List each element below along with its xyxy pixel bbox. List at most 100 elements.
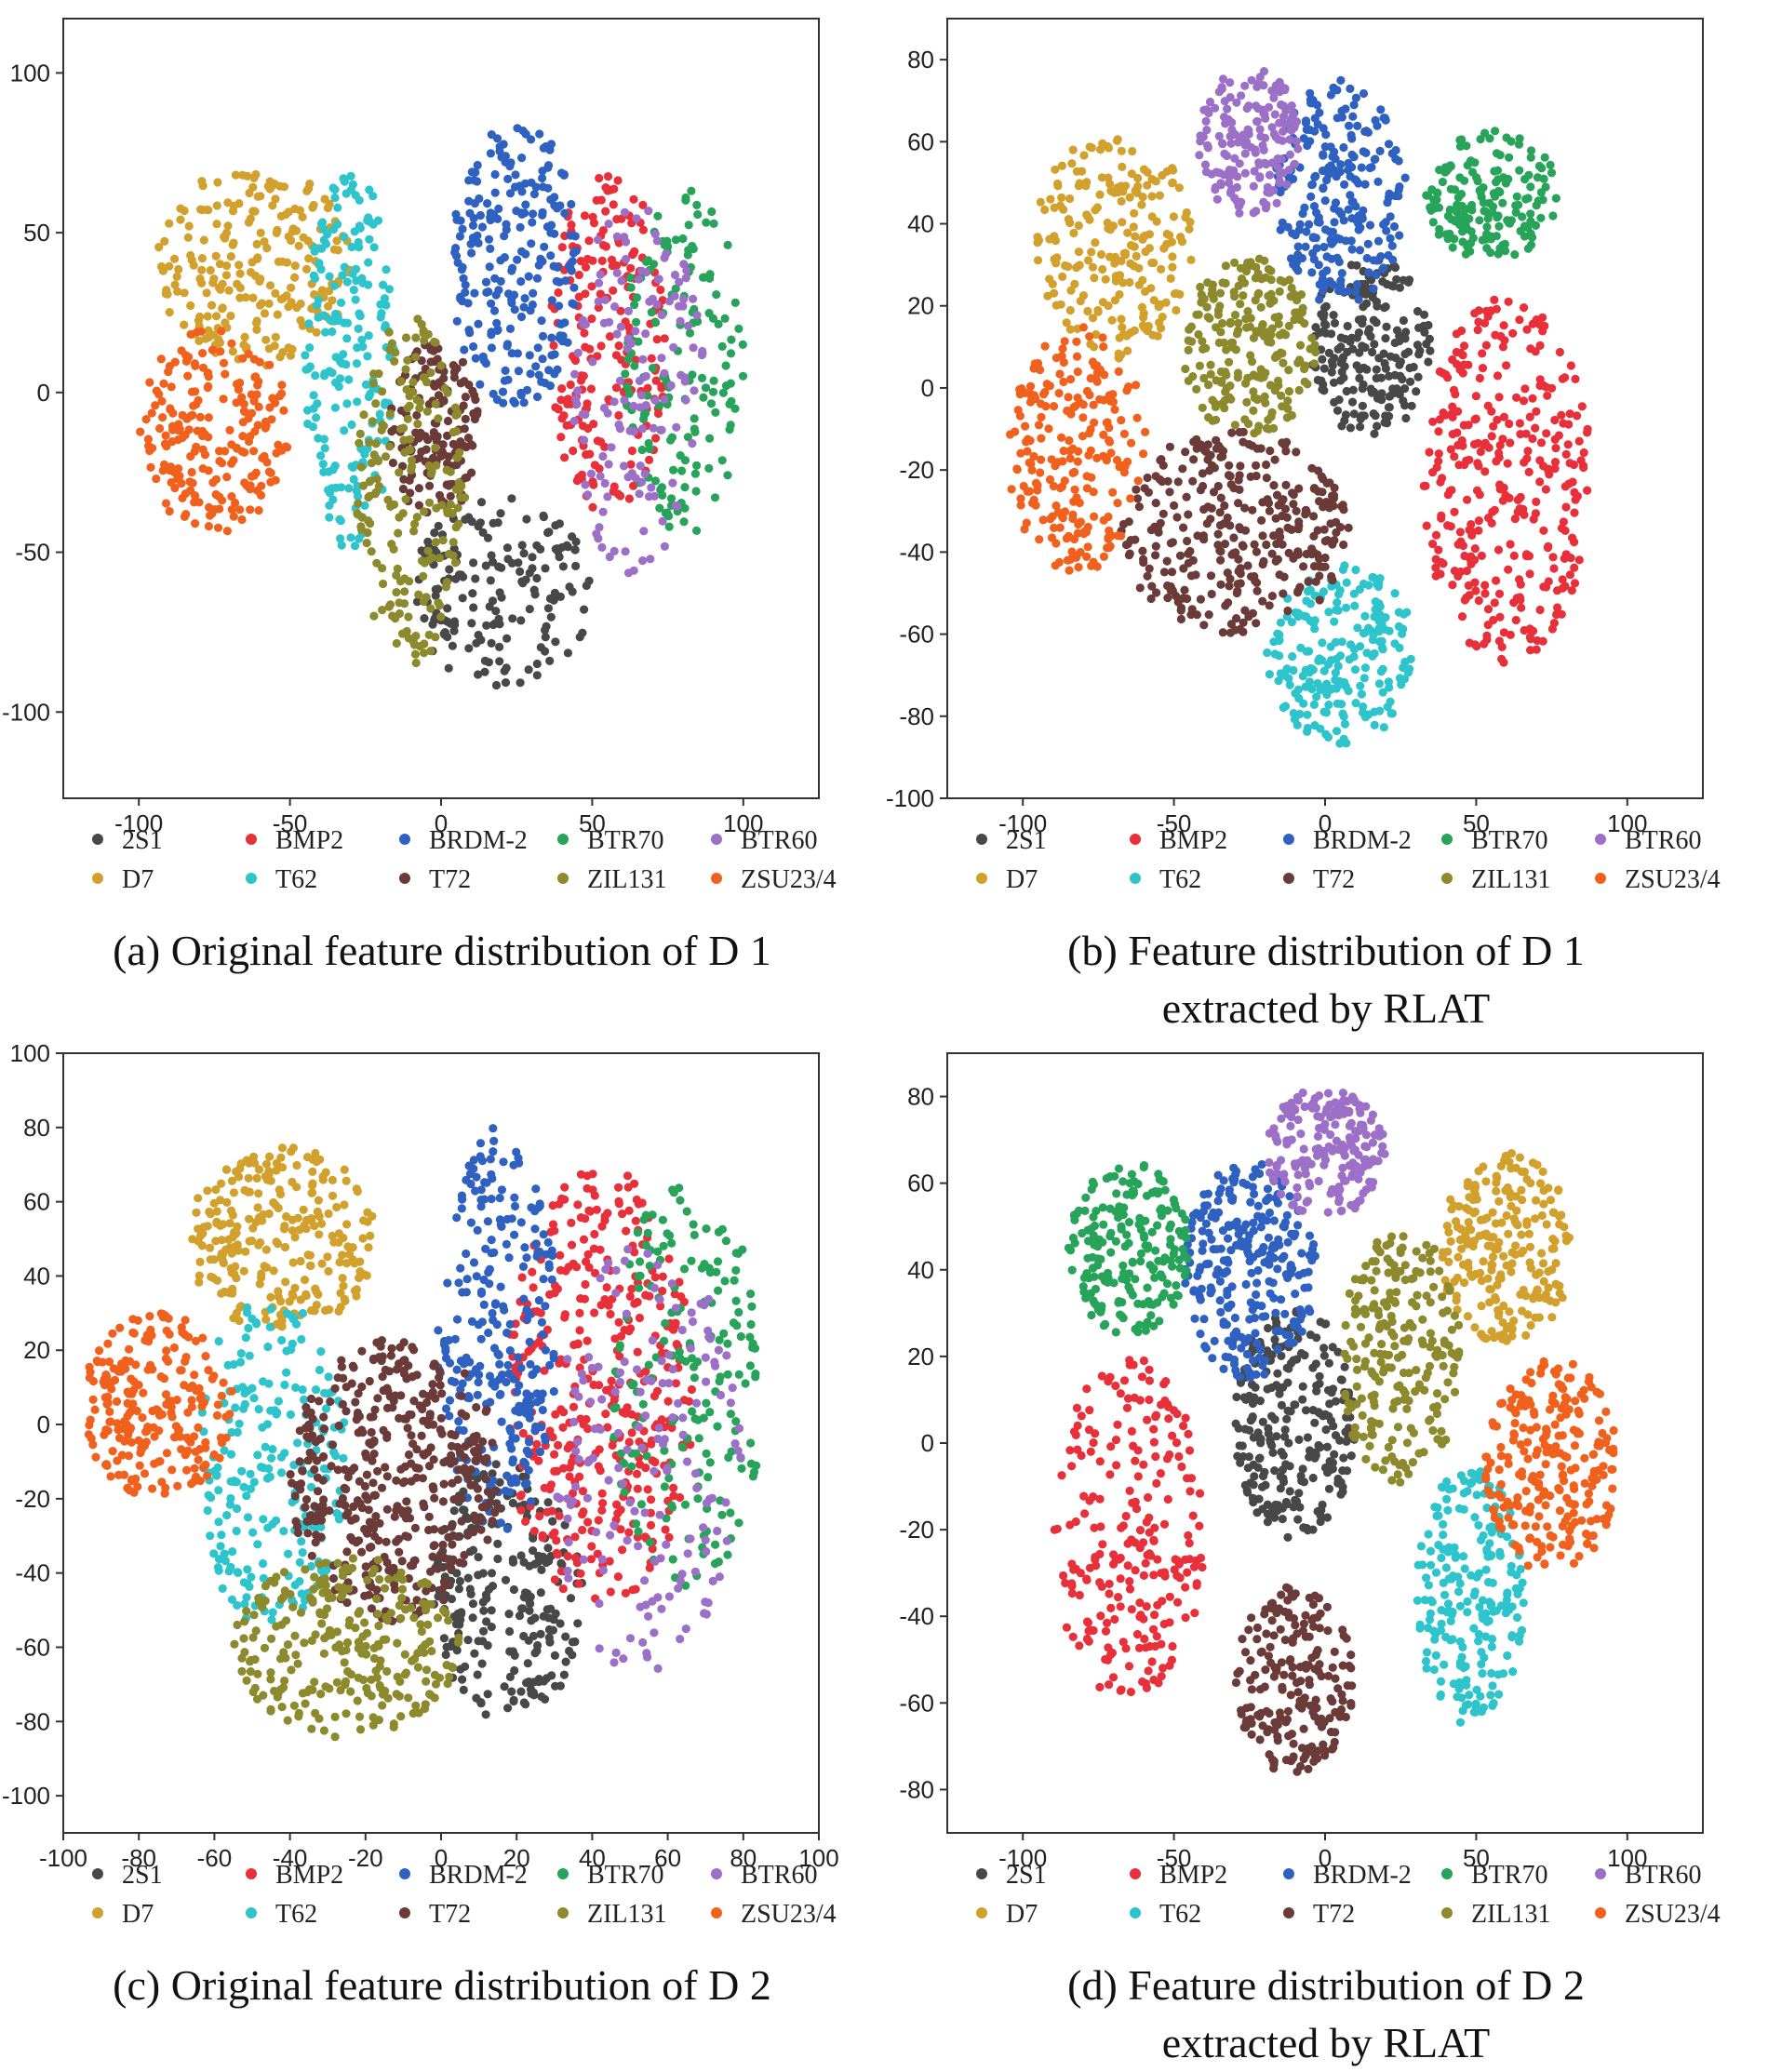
point-zsu23-4 (1040, 388, 1049, 396)
point-brdm-2 (515, 367, 523, 375)
point-t72 (462, 415, 470, 423)
point-zil131 (1225, 358, 1233, 367)
point-2s1 (1365, 325, 1373, 333)
point-d7 (165, 220, 173, 228)
point-zsu23-4 (1141, 428, 1149, 436)
point-2s1 (479, 1627, 488, 1636)
point-bmp2 (1512, 394, 1520, 402)
point-bmp2 (1450, 508, 1458, 516)
point-zsu23-4 (1067, 547, 1076, 555)
point-zil131 (413, 420, 422, 428)
point-btr60 (596, 472, 605, 480)
point-zil131 (1307, 334, 1316, 342)
point-brdm-2 (536, 1448, 544, 1456)
point-bmp2 (1570, 488, 1578, 497)
point-btr60 (1244, 127, 1252, 135)
point-btr70 (710, 220, 718, 228)
point-zsu23-4 (217, 327, 225, 335)
point-t72 (1199, 505, 1208, 514)
point-btr60 (1226, 172, 1234, 180)
point-btr60 (588, 357, 596, 366)
point-zsu23-4 (261, 452, 269, 461)
point-t72 (1345, 524, 1353, 532)
point-brdm-2 (537, 316, 545, 325)
point-d7 (1133, 174, 1142, 182)
point-d7 (260, 237, 268, 246)
point-t72 (1321, 537, 1330, 545)
point-btr60 (613, 269, 622, 277)
point-brdm-2 (1388, 242, 1397, 250)
point-d7 (195, 313, 204, 321)
point-zsu23-4 (239, 418, 248, 426)
point-d7 (1058, 273, 1066, 281)
point-t72 (1225, 461, 1233, 470)
point-t72 (1237, 579, 1245, 587)
point-t72 (1125, 517, 1133, 526)
point-zil131 (369, 612, 378, 621)
point-zil131 (1301, 378, 1309, 386)
point-zsu23-4 (198, 349, 207, 357)
point-d7 (1111, 253, 1119, 261)
point-btr70 (731, 299, 740, 307)
point-bmp2 (558, 243, 567, 251)
point-bmp2 (549, 1433, 557, 1441)
point-t62 (346, 533, 355, 541)
point-t72 (1339, 541, 1347, 549)
point-2s1 (537, 1630, 545, 1638)
point-brdm-2 (1312, 208, 1320, 217)
y-tick-label: 60 (907, 127, 934, 155)
point-d7 (1172, 306, 1180, 314)
point-2s1 (467, 619, 475, 627)
point-bmp2 (1584, 425, 1592, 434)
point-zsu23-4 (181, 510, 190, 518)
point-bmp2 (612, 215, 621, 223)
point-btr70 (692, 527, 701, 535)
point-2s1 (1383, 419, 1391, 427)
point-brdm-2 (1401, 174, 1410, 182)
point-2s1 (1398, 375, 1406, 383)
legend-label: BTR70 (1471, 826, 1547, 855)
point-d7 (275, 182, 284, 191)
point-t62 (303, 406, 312, 414)
point-bmp2 (591, 1191, 599, 1199)
point-brdm-2 (527, 135, 535, 143)
point-bmp2 (1495, 613, 1504, 622)
point-zil131 (406, 392, 414, 400)
point-btr60 (610, 397, 619, 406)
point-brdm-2 (460, 345, 468, 354)
point-t72 (1205, 466, 1213, 475)
point-zsu23-4 (272, 476, 280, 485)
point-2s1 (484, 1690, 492, 1698)
point-bmp2 (1471, 544, 1480, 553)
point-brdm-2 (1332, 198, 1340, 207)
point-bmp2 (647, 1521, 655, 1530)
point-t62 (312, 413, 320, 421)
point-bmp2 (1570, 509, 1578, 517)
point-t62 (340, 426, 348, 434)
point-bmp2 (559, 1584, 568, 1593)
point-2s1 (517, 1551, 526, 1559)
point-brdm-2 (1348, 197, 1357, 206)
point-bmp2 (1482, 341, 1491, 350)
point-zil131 (1216, 289, 1225, 298)
point-bmp2 (615, 341, 623, 350)
point-zil131 (359, 410, 368, 419)
point-d7 (1118, 323, 1126, 331)
point-t62 (1269, 637, 1278, 646)
point-zil131 (378, 387, 386, 395)
point-btr60 (676, 317, 685, 326)
point-zsu23-4 (1065, 393, 1073, 401)
point-t72 (467, 440, 475, 448)
point-d7 (1130, 222, 1138, 231)
point-d7 (271, 289, 279, 298)
point-bmp2 (579, 1487, 587, 1495)
point-brdm-2 (464, 299, 473, 307)
point-brdm-2 (503, 340, 512, 348)
point-d7 (234, 261, 243, 269)
point-btr70 (1468, 167, 1477, 176)
point-2s1 (547, 1671, 556, 1679)
point-bmp2 (1551, 444, 1560, 452)
point-bmp2 (597, 1301, 606, 1309)
point-btr70 (679, 517, 688, 526)
point-t62 (1381, 613, 1389, 622)
